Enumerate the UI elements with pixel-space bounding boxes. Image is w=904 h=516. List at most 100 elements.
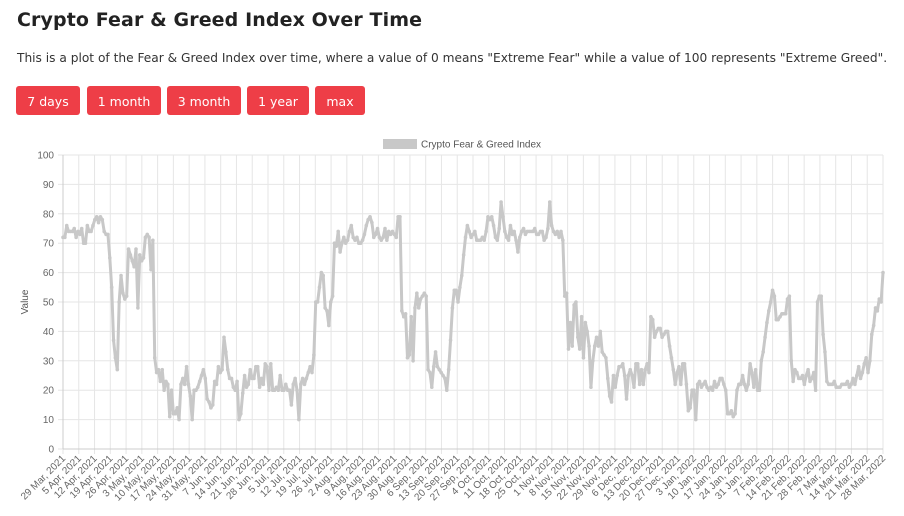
data-point	[549, 223, 554, 228]
data-point	[619, 364, 623, 369]
data-point	[720, 376, 724, 381]
data-point	[568, 320, 573, 325]
range-max-button[interactable]: max	[315, 86, 365, 115]
data-point	[398, 214, 402, 219]
data-point	[444, 388, 449, 393]
data-point	[368, 214, 372, 219]
data-point	[579, 314, 584, 319]
data-point	[100, 217, 105, 222]
data-point	[620, 361, 625, 366]
data-point	[574, 300, 578, 304]
data-point	[787, 294, 792, 298]
data-point	[594, 335, 599, 340]
data-point	[162, 388, 166, 393]
data-point	[561, 238, 565, 243]
data-point	[562, 294, 567, 298]
data-point	[265, 364, 269, 369]
data-point	[763, 335, 767, 340]
data-point	[295, 388, 299, 393]
data-point	[692, 388, 696, 393]
range-3-month-button[interactable]: 3 month	[167, 86, 241, 115]
data-point	[722, 382, 726, 387]
data-point	[167, 414, 172, 419]
data-point	[510, 232, 515, 237]
range-1-month-button[interactable]: 1 month	[87, 86, 161, 115]
data-point	[145, 232, 150, 237]
data-point	[587, 344, 591, 348]
y-tick-label: 50	[43, 298, 55, 309]
data-point	[868, 359, 872, 363]
data-point	[813, 388, 818, 393]
data-point	[650, 317, 655, 322]
range-7-days-button[interactable]: 7 days	[16, 86, 80, 115]
data-point	[665, 329, 670, 334]
data-point	[355, 235, 359, 240]
data-point	[225, 367, 230, 372]
data-point	[823, 350, 827, 354]
data-point	[143, 235, 148, 240]
data-point	[555, 229, 560, 234]
data-point	[738, 382, 743, 387]
data-point	[386, 229, 391, 234]
data-point	[768, 300, 773, 304]
data-point	[825, 379, 829, 384]
data-point	[493, 235, 498, 240]
data-point	[334, 244, 339, 248]
data-point	[435, 364, 440, 369]
data-point	[76, 229, 80, 234]
data-point	[866, 370, 870, 375]
data-point	[607, 394, 612, 398]
data-point	[630, 373, 634, 378]
data-point	[613, 385, 618, 390]
data-point	[669, 356, 674, 360]
data-point	[673, 382, 677, 387]
data-point	[207, 400, 211, 404]
data-point	[195, 385, 200, 390]
data-point	[358, 241, 363, 245]
data-point	[141, 256, 146, 260]
data-point	[182, 382, 187, 387]
data-point	[514, 238, 518, 243]
data-point	[323, 306, 327, 310]
data-point	[604, 356, 608, 360]
data-point	[486, 214, 490, 219]
data-point	[237, 417, 241, 422]
data-point	[469, 235, 473, 240]
data-point	[542, 238, 546, 243]
data-point	[624, 397, 629, 401]
data-point	[536, 232, 541, 237]
data-point	[860, 370, 865, 375]
data-point	[218, 370, 223, 375]
data-point	[446, 367, 451, 372]
range-1-year-button[interactable]: 1 year	[247, 86, 309, 115]
data-point	[710, 388, 715, 393]
data-point	[315, 300, 320, 304]
data-point	[458, 285, 462, 290]
data-point	[742, 382, 747, 387]
data-point	[147, 235, 151, 240]
data-point	[521, 226, 526, 231]
data-point	[188, 394, 193, 398]
data-point	[433, 350, 438, 354]
data-point	[203, 376, 208, 381]
data-point	[94, 214, 99, 219]
data-point	[695, 382, 700, 387]
data-point	[413, 306, 417, 310]
data-point	[175, 406, 179, 410]
data-point	[164, 379, 168, 384]
data-point	[686, 408, 691, 413]
data-point	[501, 214, 505, 219]
data-point	[804, 373, 809, 378]
data-point	[244, 385, 249, 390]
data-point	[401, 314, 406, 319]
data-point	[317, 285, 322, 290]
data-point	[506, 238, 511, 243]
data-point	[480, 235, 485, 240]
data-point	[838, 385, 842, 390]
data-point	[793, 367, 797, 372]
data-point	[267, 388, 271, 393]
data-point	[156, 367, 161, 372]
data-point	[343, 241, 348, 245]
data-point	[179, 382, 183, 387]
